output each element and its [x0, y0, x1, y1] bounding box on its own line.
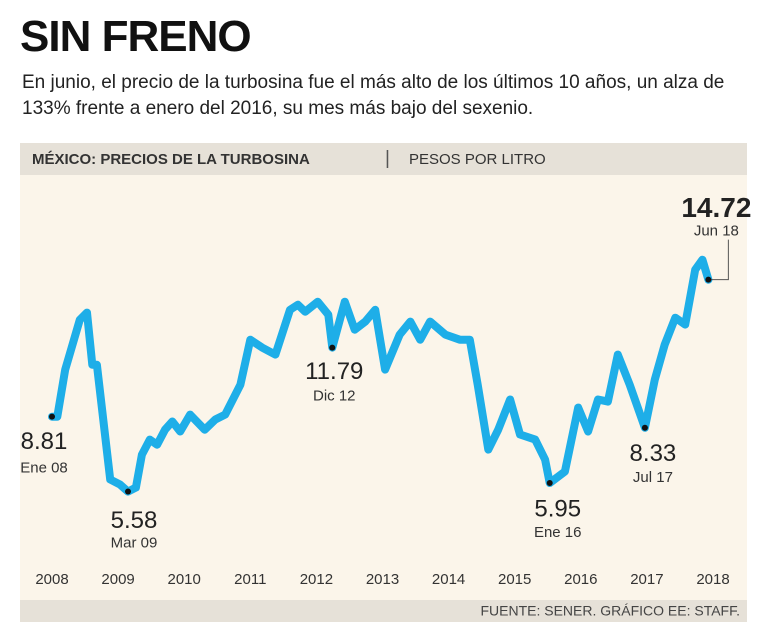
annotation-dot: [49, 413, 55, 420]
x-tick-label: 2008: [35, 571, 68, 588]
annotation-dot: [641, 424, 648, 431]
annotation-value: 11.79: [305, 358, 363, 385]
annotation-value: 8.33: [630, 440, 677, 467]
annotation-value: 14.72: [681, 192, 751, 223]
annotation-dot: [125, 488, 132, 495]
chart-label: MÉXICO: PRECIOS DE LA TURBOSINA: [32, 151, 310, 168]
annotation-value: 5.95: [534, 495, 581, 522]
header-band: MÉXICO: PRECIOS DE LA TURBOSINA | PESOS …: [20, 143, 747, 175]
annotation-date: Ene 16: [534, 524, 582, 541]
annotation-date: Jun 18: [694, 223, 739, 240]
plot-background: [20, 175, 747, 600]
x-tick-label: 2017: [630, 571, 663, 588]
annotation-date: Jul 17: [633, 469, 673, 486]
x-tick-label: 2011: [234, 571, 266, 588]
annotation-date: Ene 08: [20, 460, 68, 477]
x-tick-label: 2012: [300, 571, 333, 588]
separator: |: [385, 148, 390, 169]
leader-line: [708, 239, 729, 281]
x-tick-label: 2009: [101, 571, 134, 588]
x-tick-label: 2014: [432, 571, 465, 588]
unit-label: PESOS POR LITRO: [409, 151, 546, 168]
title: SIN FRENO: [20, 12, 252, 61]
source: FUENTE: SENER. GRÁFICO EE: STAFF.: [480, 603, 740, 619]
price-line: [48, 255, 713, 496]
annotation-value: 5.58: [111, 507, 158, 534]
annotation-date: Mar 09: [111, 535, 158, 552]
annotation-dot: [546, 479, 553, 486]
x-tick-label: 2018: [696, 571, 729, 588]
x-tick-label: 2016: [564, 571, 597, 588]
annotation-date: Dic 12: [313, 388, 356, 405]
footer-band: [20, 600, 747, 622]
x-tick-label: 2015: [498, 571, 531, 588]
annotation-dot: [705, 276, 712, 283]
annotation-value: 8.81: [21, 428, 68, 455]
subtitle: En junio, el precio de la turbosina fue …: [22, 72, 725, 119]
x-tick-label: 2013: [366, 571, 399, 588]
annotation-dot: [329, 344, 336, 351]
x-tick-label: 2010: [168, 571, 201, 588]
